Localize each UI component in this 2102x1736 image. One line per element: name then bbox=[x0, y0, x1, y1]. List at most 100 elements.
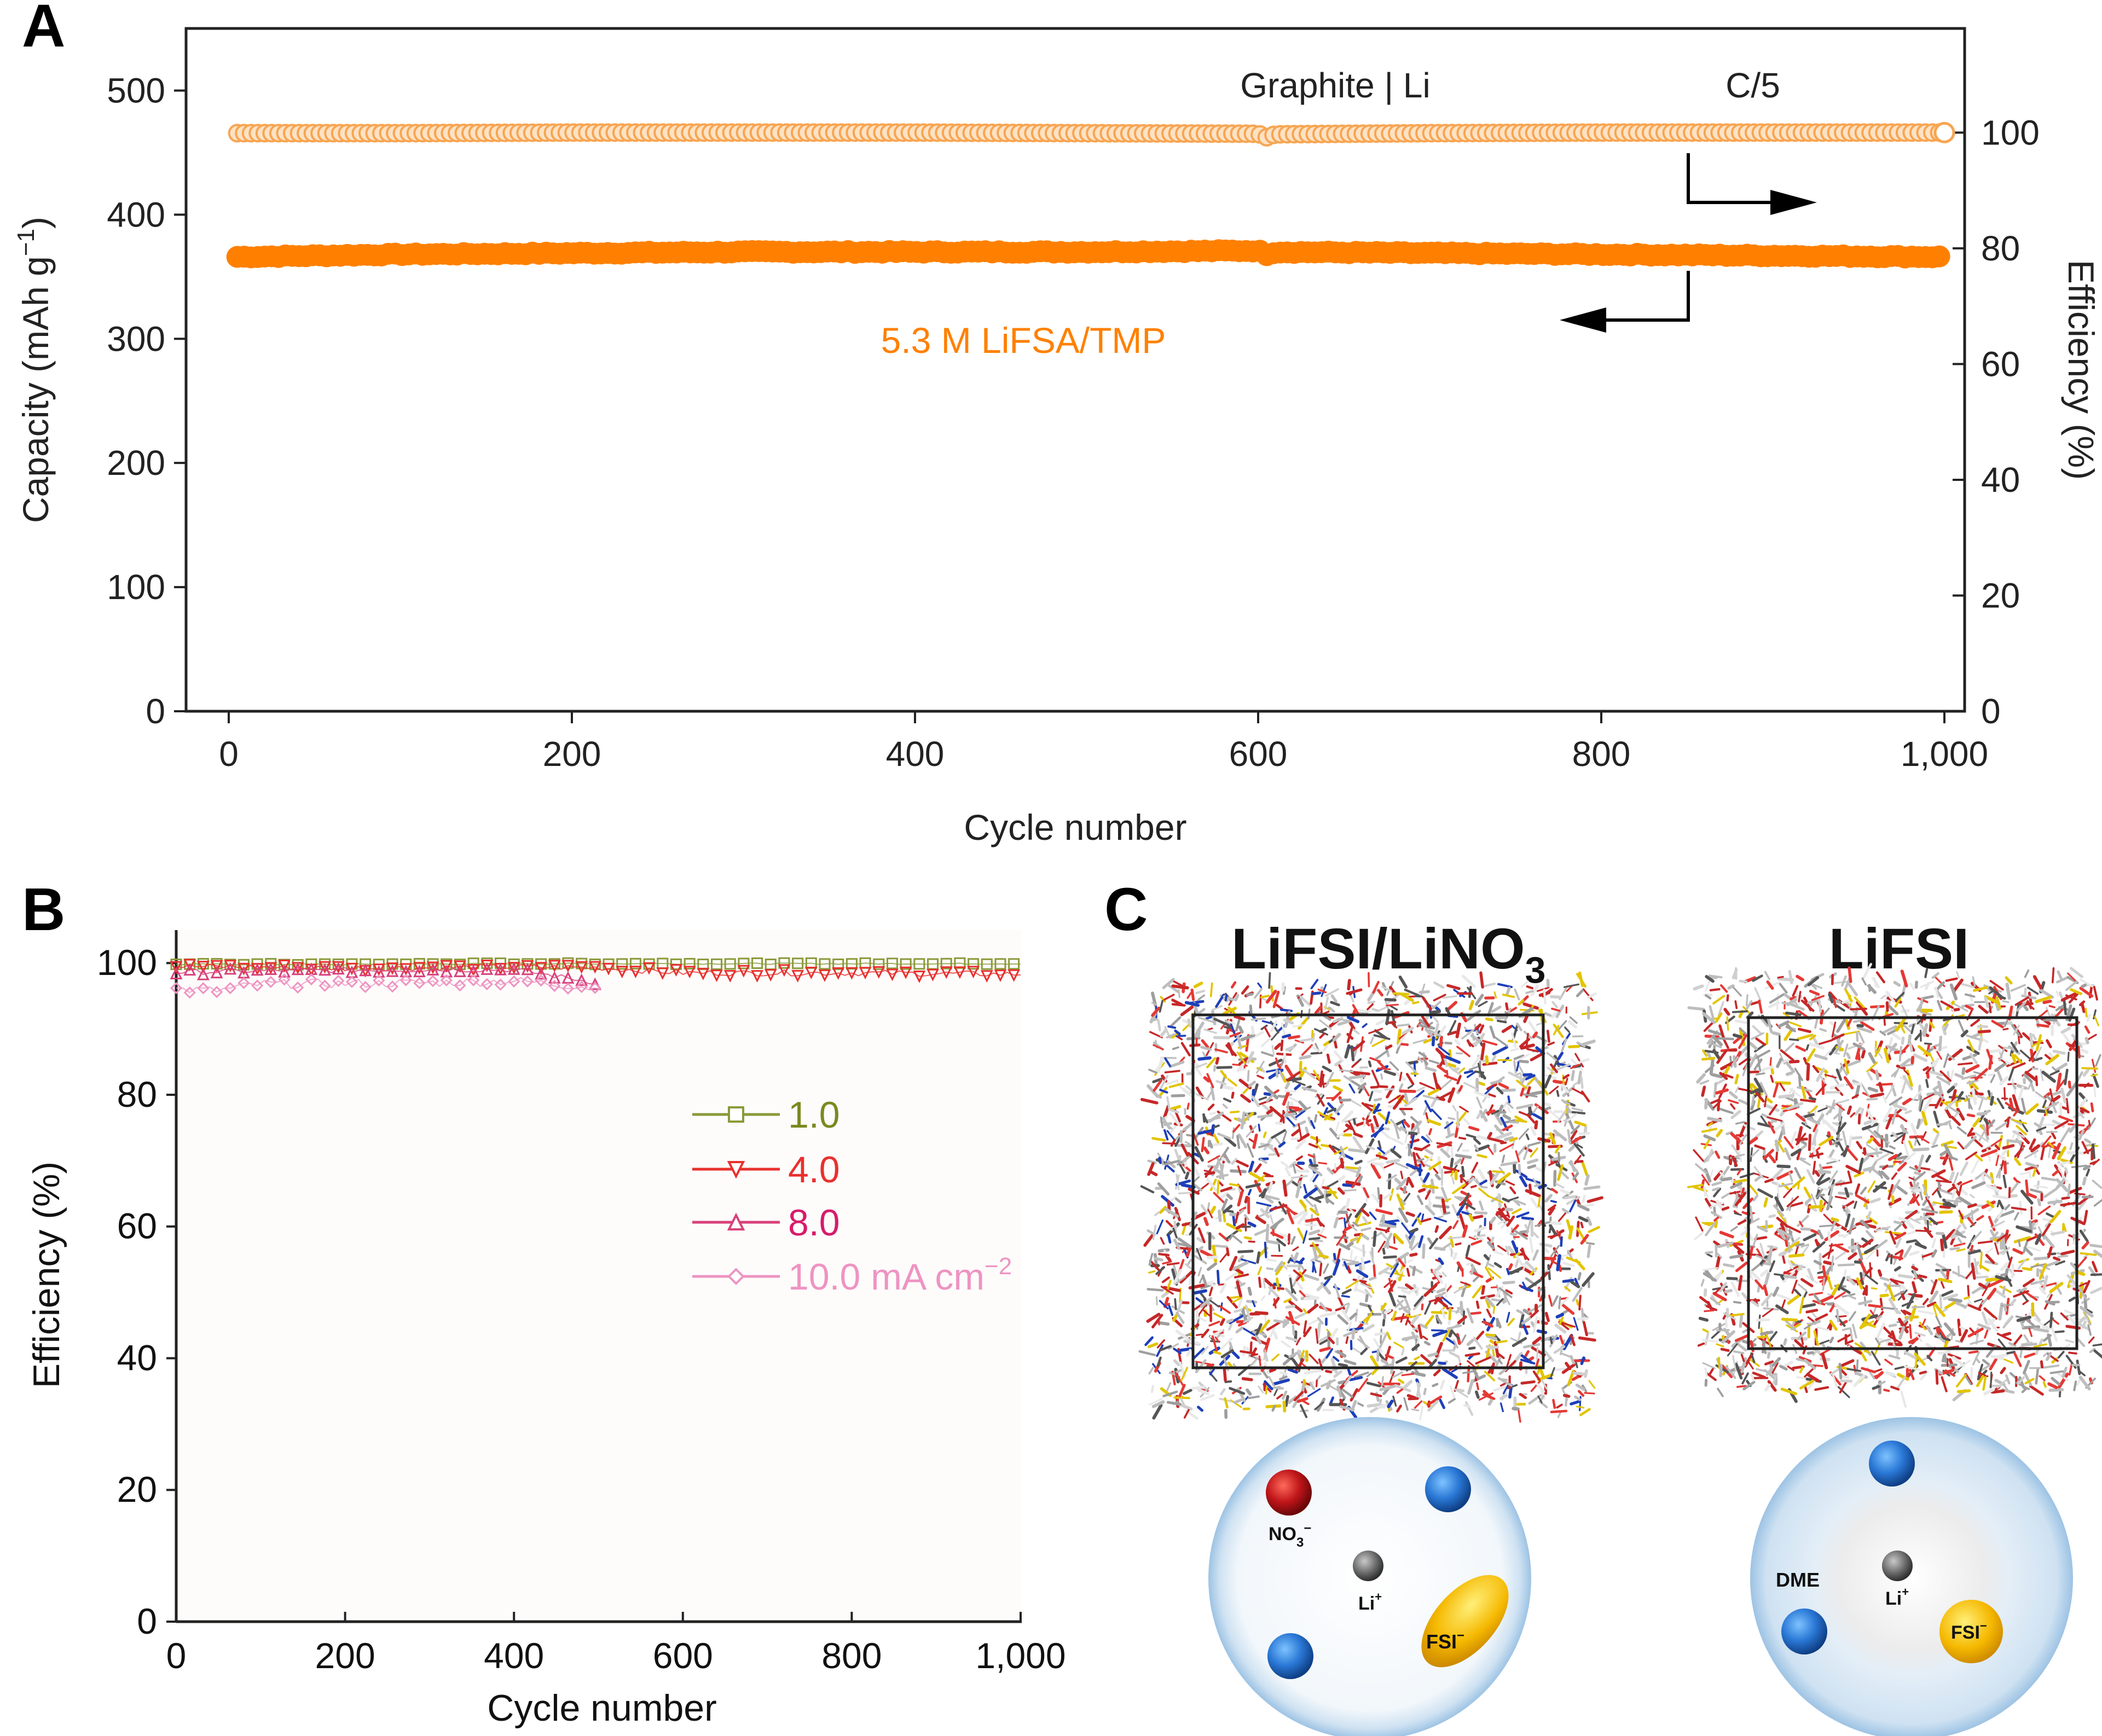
molecule-bond bbox=[1817, 1107, 1828, 1112]
molecule-bond bbox=[1941, 1290, 1954, 1297]
molecule-bond bbox=[1551, 1001, 1558, 1008]
molecule-bond bbox=[1468, 1000, 1475, 1011]
series-marker bbox=[804, 967, 818, 979]
molecule-bond bbox=[1704, 1332, 1710, 1346]
molecule-bond bbox=[1511, 1240, 1519, 1253]
molecule-bond bbox=[1486, 1109, 1496, 1114]
molecule-bond bbox=[1348, 1312, 1358, 1321]
molecule-bond bbox=[1325, 1369, 1333, 1374]
molecule-bond bbox=[1847, 1059, 1861, 1067]
molecule-bond bbox=[2046, 1039, 2052, 1048]
panel-a-frame bbox=[184, 27, 1966, 713]
molecule-bond bbox=[1517, 1331, 1521, 1343]
molecule-bond bbox=[1498, 1358, 1503, 1365]
molecule-bond bbox=[1334, 1283, 1340, 1298]
molecule-bond bbox=[2081, 1003, 2086, 1013]
molecule-bond bbox=[1177, 1036, 1183, 1041]
series-marker bbox=[711, 958, 723, 970]
molecule-bond bbox=[1521, 1247, 1527, 1260]
molecule-bond bbox=[2068, 1081, 2071, 1089]
molecule-bond bbox=[1163, 1129, 1169, 1141]
molecule-bond bbox=[1499, 1402, 1504, 1413]
molecule-bond bbox=[1970, 1367, 1973, 1379]
series-marker bbox=[900, 958, 912, 970]
molecule-bond bbox=[1819, 1163, 1823, 1171]
y-tick-label: 60 bbox=[117, 1206, 157, 1246]
series-marker bbox=[562, 957, 574, 969]
molecule-bond bbox=[1146, 1313, 1161, 1323]
molecule-bond bbox=[1268, 1375, 1275, 1387]
molecule-bond bbox=[1949, 1247, 1960, 1251]
molecule-bond bbox=[1909, 1250, 1920, 1256]
molecule-bond bbox=[2036, 1109, 2053, 1114]
molecule-bond bbox=[1425, 1148, 1434, 1156]
molecule-bond bbox=[1401, 1348, 1405, 1356]
series-marker bbox=[238, 977, 250, 989]
molecule-bond bbox=[1371, 1038, 1386, 1047]
molecule-bond bbox=[1247, 1286, 1252, 1296]
molecule-bond bbox=[1273, 1331, 1278, 1340]
molecule-bond bbox=[1418, 1188, 1426, 1193]
molecule-bond bbox=[1434, 1246, 1446, 1251]
molecule-bond bbox=[1375, 1019, 1386, 1026]
molecule-bond bbox=[1810, 1311, 1817, 1319]
molecule-bond bbox=[1505, 986, 1511, 996]
series-marker bbox=[899, 966, 912, 979]
molecule-bond bbox=[1147, 1162, 1155, 1176]
molecule-bond bbox=[1161, 1276, 1170, 1284]
molecule-bond bbox=[1883, 1389, 1890, 1392]
series-marker bbox=[548, 960, 561, 973]
molecule-bond bbox=[1278, 1201, 1287, 1215]
molecule-bond bbox=[1346, 988, 1363, 995]
series-marker bbox=[183, 963, 196, 976]
molecule-bond bbox=[1350, 1045, 1355, 1061]
molecule-bond bbox=[1200, 1204, 1208, 1214]
molecule-bond bbox=[1406, 1394, 1416, 1400]
series-marker bbox=[251, 979, 264, 992]
molecule-bond bbox=[2068, 1296, 2076, 1302]
series-marker bbox=[792, 957, 804, 969]
molecule-bond bbox=[1465, 1245, 1470, 1257]
molecule-bond bbox=[1431, 1108, 1442, 1120]
molecule-bond bbox=[1434, 1225, 1439, 1233]
series-marker bbox=[724, 958, 736, 970]
molecule-bond bbox=[1157, 1321, 1170, 1326]
molecule-bond bbox=[1164, 1057, 1172, 1067]
molecule-bond bbox=[1365, 1114, 1370, 1122]
molecule-bond bbox=[1206, 1255, 1218, 1259]
molecule-bond bbox=[1397, 1029, 1402, 1046]
molecule-bond bbox=[1532, 1106, 1539, 1114]
molecule-bond bbox=[1705, 979, 1711, 991]
series-marker bbox=[575, 961, 588, 974]
molecule-bond bbox=[1203, 1146, 1210, 1154]
y-tick-label: 20 bbox=[117, 1469, 157, 1509]
molecule-bond bbox=[1284, 1287, 1298, 1302]
molecule-bond bbox=[1981, 1173, 1985, 1183]
molecule-bond bbox=[1213, 1036, 1230, 1040]
molecule-bond bbox=[1329, 1396, 1335, 1406]
molecule-bond bbox=[1556, 1403, 1563, 1409]
molecule-bond bbox=[1490, 1216, 1496, 1224]
molecule-bond bbox=[1177, 1299, 1183, 1313]
molecule-bond bbox=[1565, 1105, 1572, 1113]
molecule-bond bbox=[1937, 1081, 1943, 1094]
molecule-bond bbox=[1520, 1380, 1536, 1385]
molecule-bond bbox=[1961, 1067, 1966, 1075]
molecule-bond bbox=[1371, 1008, 1379, 1012]
molecule-bond bbox=[1171, 1094, 1185, 1098]
molecule-bond bbox=[1261, 1051, 1274, 1057]
molecule-bond bbox=[1216, 1066, 1233, 1069]
molecule-bond bbox=[1711, 1181, 1722, 1186]
molecule-bond bbox=[2092, 1073, 2099, 1088]
molecule-bond bbox=[1574, 1395, 1582, 1401]
molecule-bond bbox=[1384, 1345, 1391, 1362]
molecule-bond bbox=[1879, 1276, 1890, 1281]
molecule-bond bbox=[1405, 1178, 1410, 1186]
molecule-bond bbox=[1466, 1308, 1474, 1324]
molecule-bond bbox=[1313, 1298, 1317, 1307]
molecule-bond bbox=[1275, 1057, 1279, 1067]
series-marker bbox=[345, 976, 358, 988]
molecule-bond bbox=[1327, 1167, 1334, 1175]
molecule-bond bbox=[2028, 1327, 2033, 1337]
